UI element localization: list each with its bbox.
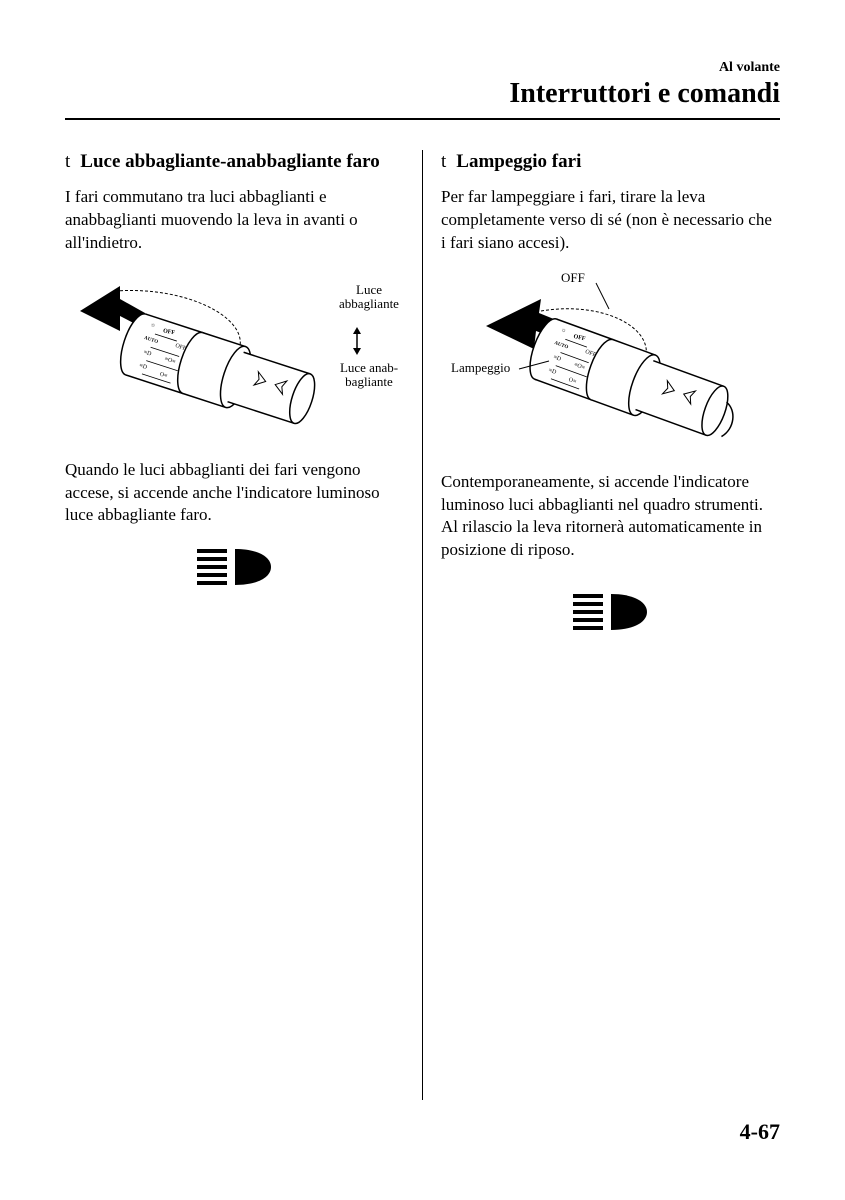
- page-header: Al volante Interruttori e comandi: [65, 60, 780, 110]
- left-figure: ☼ OFF AUTO OFF ≡D ≡O≡ ≡D O≡: [65, 271, 404, 441]
- right-para-2: Contemporaneamente, si accende l'indicat…: [441, 471, 780, 563]
- right-column: t Lampeggio fari Per far lampeggiare i f…: [423, 150, 780, 1100]
- svg-text:☼: ☼: [150, 322, 156, 329]
- label-low-beam: Luce anab-bagliante: [334, 361, 404, 390]
- stalk-lever-flash-diagram: ☼ OFF AUTO OFF ≡D ≡O≡ ≡D O≡: [441, 271, 771, 441]
- headlamp-shape-icon: [609, 592, 649, 632]
- right-title-text: Lampeggio fari: [456, 150, 581, 174]
- page-number: 4-67: [740, 1119, 780, 1145]
- left-section-title: t Luce abbagliante-anabbagliante faro: [65, 150, 404, 174]
- content-columns: t Luce abbagliante-anabbagliante faro I …: [65, 150, 780, 1100]
- chapter-label: Al volante: [65, 60, 780, 76]
- section-label: Interruttori e comandi: [65, 78, 780, 110]
- right-para-1: Per far lampeggiare i fari, tirare la le…: [441, 186, 780, 255]
- beam-lines-icon: [573, 594, 603, 630]
- label-off: OFF: [561, 271, 585, 285]
- left-para-1: I fari commutano tra luci abbaglianti e …: [65, 186, 404, 255]
- bullet-icon: t: [441, 150, 446, 174]
- high-beam-icon: [65, 547, 404, 587]
- high-beam-icon: [441, 592, 780, 632]
- headlamp-shape-icon: [233, 547, 273, 587]
- svg-text:☼: ☼: [560, 327, 566, 334]
- left-para-2: Quando le luci abbaglianti dei fari veng…: [65, 459, 404, 528]
- header-rule: [65, 118, 780, 120]
- label-high-beam: Luce abbagliante: [334, 283, 404, 312]
- left-column: t Luce abbagliante-anabbagliante faro I …: [65, 150, 422, 1100]
- beam-lines-icon: [197, 549, 227, 585]
- label-flash: Lampeggio: [451, 361, 510, 375]
- left-title-text: Luce abbagliante-anabbagliante faro: [80, 150, 379, 174]
- right-figure: ☼ OFF AUTO OFF ≡D ≡O≡ ≡D O≡: [441, 271, 780, 441]
- right-section-title: t Lampeggio fari: [441, 150, 780, 174]
- bullet-icon: t: [65, 150, 70, 174]
